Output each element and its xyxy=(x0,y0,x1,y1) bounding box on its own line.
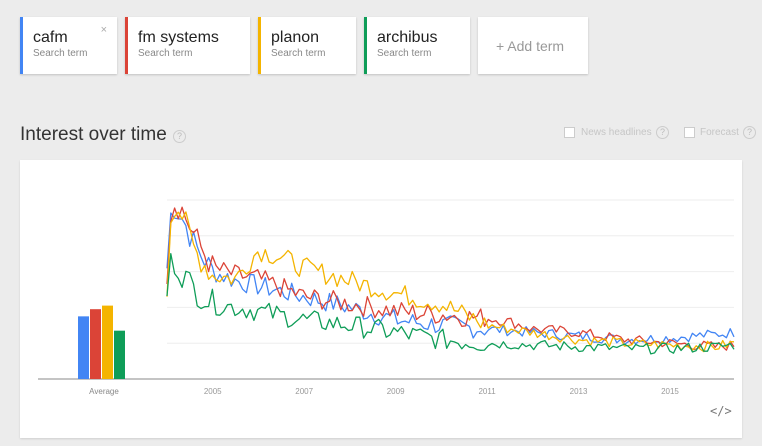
interest-chart-panel: Average 2005 2007 2009 2011 2013 2015 </> xyxy=(20,160,742,438)
term-card-planon[interactable]: planon Search term xyxy=(258,17,356,74)
average-label: Average xyxy=(89,387,119,396)
term-card-archibus[interactable]: archibus Search term xyxy=(364,17,470,74)
x-tick-label: 2007 xyxy=(295,387,313,396)
forecast-checkbox[interactable] xyxy=(684,127,695,138)
series-line-archibus xyxy=(166,253,735,355)
x-tick-label: 2005 xyxy=(204,387,222,396)
forecast-label[interactable]: Forecast xyxy=(700,127,739,138)
term-color-bar xyxy=(20,17,23,74)
term-name[interactable]: fm systems xyxy=(138,29,219,46)
term-type-label: Search term xyxy=(377,48,432,59)
term-name[interactable]: planon xyxy=(271,29,320,46)
term-color-bar xyxy=(364,17,367,74)
term-type-label: Search term xyxy=(33,48,88,59)
term-card-cafm[interactable]: cafm Search term × xyxy=(20,17,117,74)
embed-code-icon[interactable]: </> xyxy=(710,404,732,418)
term-type-label: Search term xyxy=(138,48,193,59)
term-card-fm-systems[interactable]: fm systems Search term xyxy=(125,17,250,74)
x-tick-label: 2009 xyxy=(387,387,405,396)
add-term-button[interactable]: + Add term xyxy=(478,17,588,74)
x-tick-label: 2013 xyxy=(570,387,588,396)
forecast-help-icon[interactable]: ? xyxy=(743,126,756,139)
section-header: Interest over time ? News headlines ? Fo… xyxy=(20,123,760,147)
x-tick-label: 2011 xyxy=(478,387,496,396)
news-headlines-label[interactable]: News headlines xyxy=(581,127,652,138)
x-tick-label: 2015 xyxy=(661,387,679,396)
average-bar-fm-systems xyxy=(90,309,101,379)
remove-term-icon[interactable]: × xyxy=(100,24,107,36)
news-headlines-checkbox[interactable] xyxy=(564,127,575,138)
term-name[interactable]: archibus xyxy=(377,29,438,46)
term-name[interactable]: cafm xyxy=(33,29,68,46)
add-term-label: + Add term xyxy=(496,38,565,54)
term-color-bar xyxy=(258,17,261,74)
term-type-label: Search term xyxy=(271,48,326,59)
term-color-bar xyxy=(125,17,128,74)
section-title: Interest over time xyxy=(20,124,167,145)
series-line-planon xyxy=(166,211,735,353)
interest-over-time-chart[interactable]: Average 2005 2007 2009 2011 2013 2015 xyxy=(20,160,742,438)
average-bar-cafm xyxy=(78,316,89,379)
news-help-icon[interactable]: ? xyxy=(656,126,669,139)
average-bar-archibus xyxy=(114,330,125,379)
series-line-fm-systems xyxy=(166,206,735,351)
series-line-cafm xyxy=(166,212,735,346)
average-bar-planon xyxy=(102,305,113,379)
help-icon[interactable]: ? xyxy=(173,130,186,143)
